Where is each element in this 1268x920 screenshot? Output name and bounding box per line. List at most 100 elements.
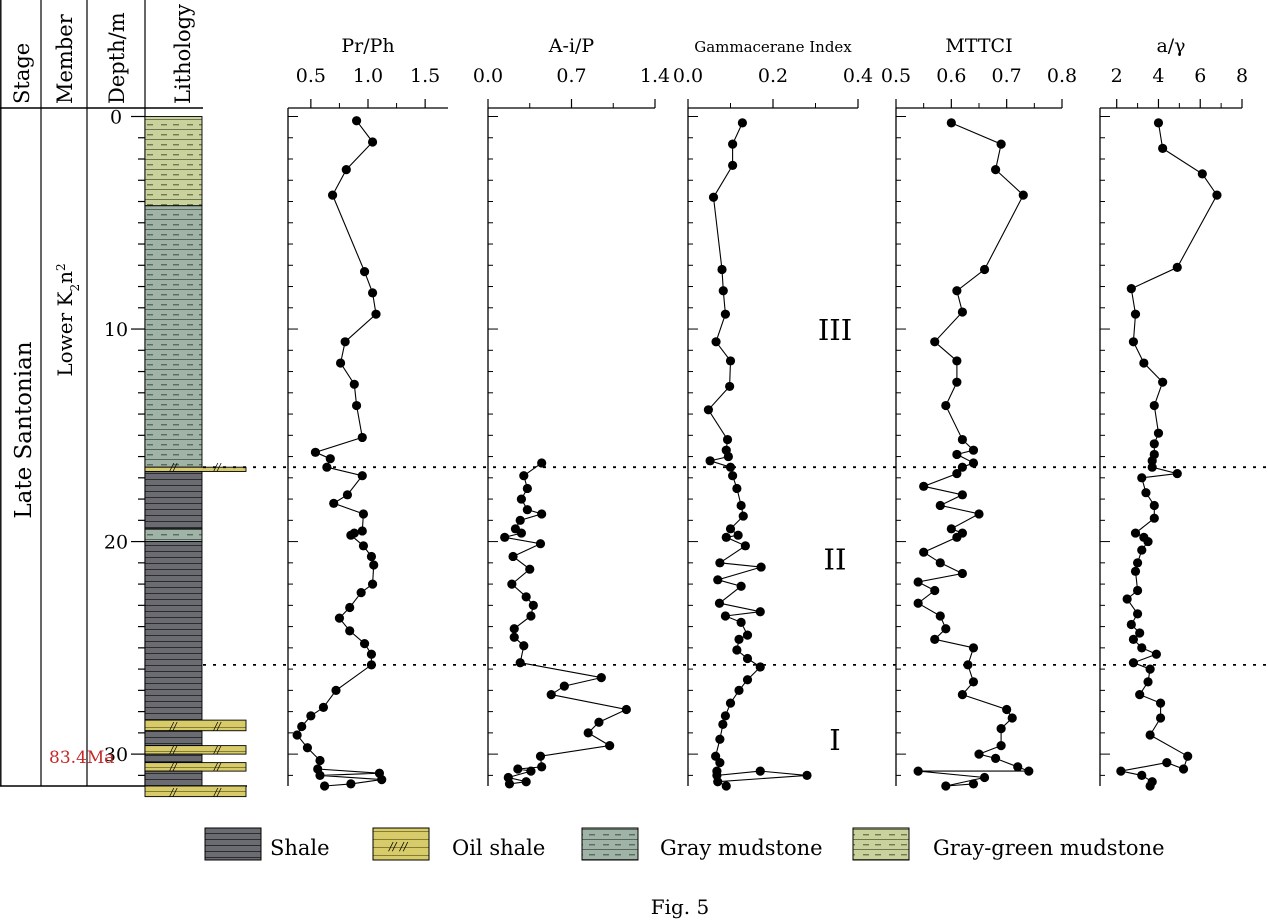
data-point — [718, 719, 728, 729]
data-point — [329, 498, 339, 508]
data-point — [1126, 284, 1136, 294]
data-point — [946, 524, 956, 534]
data-point — [356, 587, 366, 598]
data-point — [919, 481, 929, 491]
data-point — [1147, 456, 1157, 466]
series-line — [296, 120, 382, 787]
data-point — [1143, 536, 1153, 547]
oil-shale-mark: // — [169, 745, 178, 756]
data-point — [535, 539, 546, 549]
data-point — [728, 160, 738, 170]
legend-label: Shale — [270, 836, 330, 860]
data-point — [728, 471, 738, 481]
data-point — [335, 358, 346, 368]
data-point — [732, 483, 742, 494]
data-point — [725, 381, 735, 392]
x-tick-label: 4 — [1152, 65, 1164, 87]
data-point — [968, 677, 979, 687]
x-tick-label: 2 — [1111, 65, 1123, 87]
data-point — [952, 286, 962, 296]
data-point — [737, 118, 748, 128]
data-point — [968, 779, 979, 789]
data-point — [1155, 713, 1166, 723]
data-point — [1158, 143, 1168, 153]
data-point — [996, 741, 1006, 751]
data-point — [736, 617, 746, 627]
data-point — [515, 515, 525, 525]
data-point — [1128, 634, 1139, 644]
x-tick-label: 6 — [1194, 65, 1206, 87]
x-tick-label: 0.5 — [296, 65, 326, 87]
data-point — [715, 558, 725, 568]
data-point — [720, 309, 731, 319]
data-point — [717, 264, 727, 275]
data-point — [913, 766, 923, 776]
data-point — [711, 337, 721, 347]
data-point — [968, 445, 979, 455]
data-point — [1122, 594, 1132, 604]
zone-boundaries — [203, 466, 1268, 666]
panel-0: 0.5 1.0 1.5 Pr/Ph — [287, 35, 448, 791]
data-point — [957, 307, 968, 317]
data-point — [930, 337, 940, 347]
data-point — [559, 681, 569, 691]
data-point — [1153, 428, 1164, 438]
data-point — [516, 494, 527, 504]
data-point — [528, 600, 538, 610]
data-point — [991, 165, 1001, 175]
legend-label: Gray-green mudstone — [933, 836, 1165, 860]
data-point — [930, 585, 940, 596]
data-point — [957, 490, 968, 500]
panel-3: 0.5 0.6 0.7 0.8 MTTCI — [881, 35, 1077, 791]
data-point — [367, 288, 378, 298]
oil-shale-mark: // — [213, 762, 222, 773]
data-point — [919, 547, 929, 557]
oil-shale-mark: // — [213, 788, 222, 799]
data-point — [974, 509, 984, 519]
data-point — [1145, 730, 1155, 740]
data-point — [340, 337, 350, 347]
data-point — [621, 704, 631, 715]
legend-swatch-shale — [204, 827, 262, 861]
data-point — [1128, 337, 1139, 347]
data-point — [357, 432, 367, 443]
data-point — [1137, 770, 1147, 780]
data-point — [974, 749, 984, 759]
lithology-column: // // // // // // // // // // — [144, 116, 247, 799]
data-point — [1130, 309, 1141, 319]
data-point — [345, 626, 355, 636]
data-point — [723, 451, 733, 462]
data-point — [1116, 766, 1126, 776]
data-point — [952, 468, 962, 479]
data-point — [526, 766, 536, 776]
data-point — [1145, 781, 1155, 791]
data-point — [377, 775, 387, 785]
data-point — [725, 698, 736, 708]
x-tick-label: 1.0 — [353, 65, 383, 87]
data-point — [1149, 439, 1159, 449]
member-label: Lower K2n2 — [53, 263, 82, 376]
data-point — [1158, 377, 1168, 387]
lith-bed-gray-green-mudstone — [144, 116, 203, 207]
data-point — [596, 673, 606, 683]
data-point — [1128, 658, 1139, 668]
data-point — [714, 598, 725, 608]
data-point — [736, 500, 746, 511]
data-point — [1149, 400, 1159, 411]
oil-shale-mark: // — [213, 722, 222, 733]
data-point — [516, 528, 527, 538]
data-point — [721, 532, 731, 542]
data-point — [733, 530, 743, 540]
data-point — [500, 532, 510, 542]
data-point — [722, 434, 733, 445]
data-point — [935, 611, 945, 621]
series-line — [707, 122, 808, 787]
zone-label: III — [818, 313, 852, 347]
depth-tick-label: 10 — [104, 319, 128, 341]
lith-bed-gray-mudstone — [144, 528, 203, 543]
data-point — [996, 724, 1006, 734]
legend-swatch-oil-shale — [372, 827, 430, 861]
x-tick-label: 0.0 — [473, 65, 503, 87]
data-point — [721, 781, 731, 791]
